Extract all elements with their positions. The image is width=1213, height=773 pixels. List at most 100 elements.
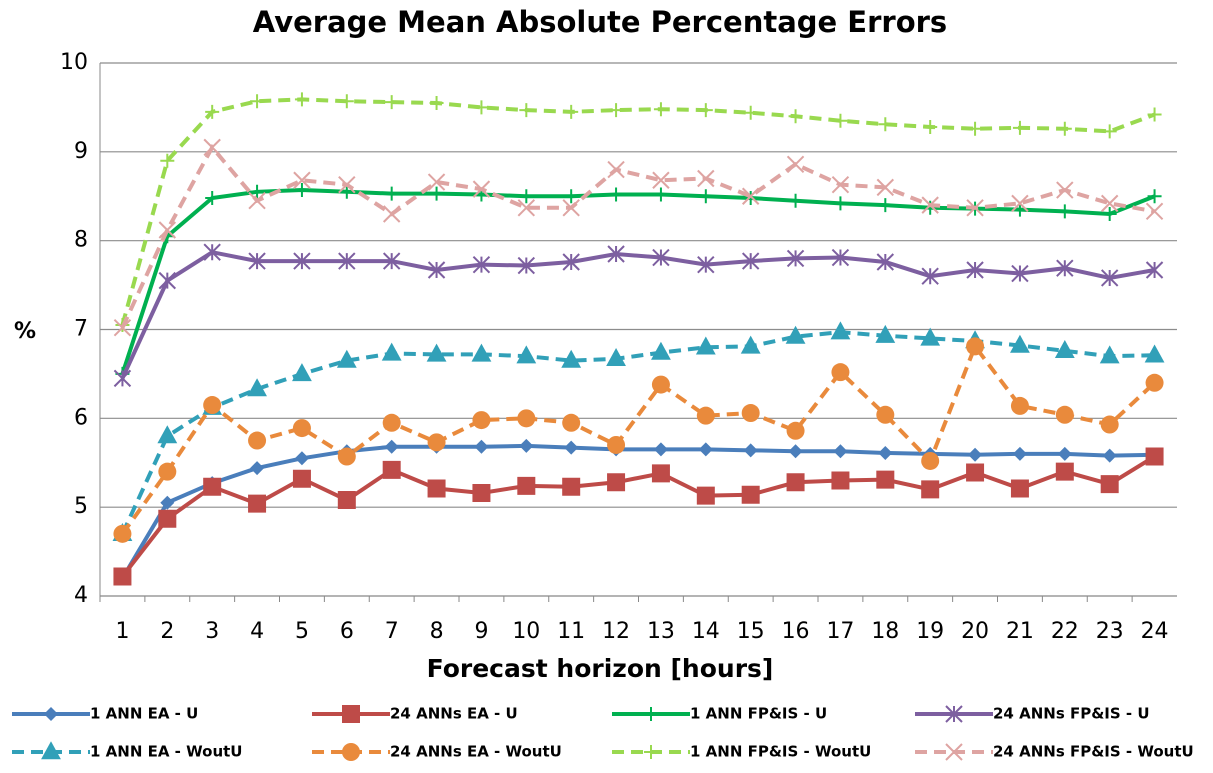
chart-title: Average Mean Absolute Percentage Errors	[253, 5, 947, 39]
series-line	[120, 454, 1156, 578]
marker	[876, 178, 895, 197]
marker	[788, 444, 803, 459]
marker	[786, 421, 805, 440]
marker	[878, 445, 893, 460]
marker	[1102, 448, 1117, 463]
x-tick-label: 18	[871, 619, 899, 644]
marker	[516, 345, 537, 364]
series-line	[120, 188, 1156, 375]
marker	[342, 743, 360, 761]
marker	[833, 113, 848, 128]
marker	[921, 267, 939, 285]
x-tick-label: 6	[340, 619, 354, 644]
marker	[293, 252, 311, 270]
marker	[205, 191, 220, 206]
y-tick-label: 8	[74, 228, 88, 253]
marker	[831, 175, 850, 194]
marker	[833, 196, 848, 211]
marker	[652, 171, 670, 189]
marker	[1145, 447, 1164, 466]
marker	[1100, 194, 1119, 213]
marker	[1055, 462, 1074, 481]
marker	[113, 524, 132, 543]
x-tick-label: 13	[647, 619, 675, 644]
x-tick-label: 24	[1141, 619, 1169, 644]
marker	[923, 119, 938, 134]
marker	[517, 409, 536, 428]
marker	[250, 94, 265, 109]
marker	[652, 248, 670, 267]
marker	[786, 155, 805, 173]
marker	[966, 337, 985, 356]
marker	[247, 378, 267, 397]
marker	[966, 463, 985, 482]
marker	[337, 447, 356, 466]
marker	[203, 138, 221, 157]
marker	[875, 324, 896, 343]
marker	[833, 444, 848, 459]
marker	[474, 100, 489, 115]
marker	[1145, 373, 1164, 392]
marker	[1100, 475, 1119, 494]
marker	[338, 175, 356, 194]
marker	[427, 479, 446, 498]
x-tick-label: 1	[115, 619, 129, 644]
marker	[651, 375, 670, 394]
x-tick-label: 14	[692, 619, 720, 644]
marker	[158, 462, 177, 481]
legend-label: 24 ANNs FP&IS - U	[993, 705, 1150, 723]
marker	[44, 707, 58, 721]
marker	[1145, 202, 1164, 221]
marker	[474, 439, 489, 454]
marker	[158, 271, 177, 290]
marker	[160, 495, 175, 510]
marker	[1011, 194, 1029, 213]
marker	[923, 200, 938, 215]
marker	[921, 451, 940, 470]
marker	[1144, 344, 1165, 363]
marker	[1010, 396, 1029, 415]
marker	[968, 447, 983, 462]
marker	[382, 460, 401, 479]
marker	[697, 255, 715, 274]
marker	[248, 252, 266, 270]
x-tick-label: 16	[782, 619, 810, 644]
marker	[1012, 120, 1027, 135]
marker	[562, 477, 581, 496]
marker	[696, 406, 715, 425]
marker	[653, 187, 668, 202]
marker	[1057, 121, 1072, 136]
marker	[564, 189, 579, 204]
marker	[607, 245, 625, 263]
x-tick-label: 9	[474, 619, 488, 644]
marker	[653, 442, 668, 457]
marker	[160, 153, 175, 168]
marker	[250, 461, 265, 476]
marker	[945, 743, 963, 761]
marker	[878, 198, 893, 213]
series-line	[120, 97, 1156, 326]
y-tick-label: 5	[74, 494, 88, 519]
marker	[740, 335, 761, 354]
y-axis-label: %	[14, 319, 36, 344]
marker	[741, 404, 760, 423]
marker	[698, 189, 713, 204]
marker	[382, 413, 401, 432]
x-axis-label: Forecast horizon [hours]	[427, 654, 774, 683]
marker	[1010, 479, 1029, 498]
marker	[876, 253, 895, 271]
marker	[831, 363, 850, 382]
marker	[337, 491, 356, 510]
x-tick-label: 22	[1051, 619, 1079, 644]
y-tick-label: 10	[60, 50, 88, 75]
marker	[1011, 264, 1029, 283]
marker	[561, 349, 582, 368]
marker	[1145, 261, 1164, 279]
marker	[1147, 107, 1162, 122]
marker	[294, 92, 309, 107]
marker	[472, 483, 491, 502]
marker	[517, 256, 536, 275]
marker	[339, 184, 354, 199]
marker	[426, 343, 447, 362]
series-line	[120, 443, 1155, 580]
